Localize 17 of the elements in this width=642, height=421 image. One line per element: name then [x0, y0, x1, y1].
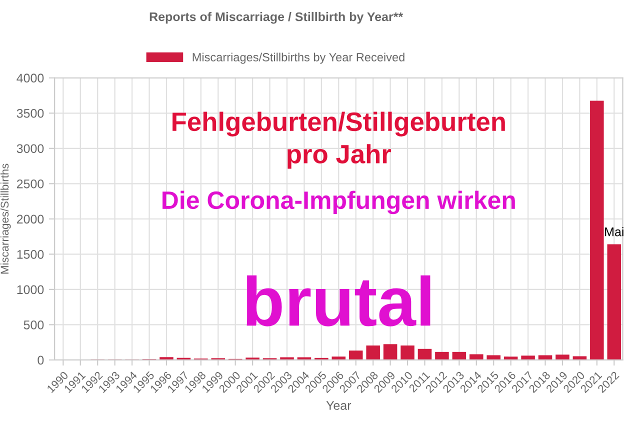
annotation: Die Corona-Impfungen wirken [162, 190, 515, 214]
y-tick-label: 1000 [17, 285, 44, 294]
chart-title: Reports of Miscarriage / Stillbirth by Year** [150, 12, 404, 24]
annotation: Mai [605, 227, 624, 236]
y-tick-label: 2500 [16, 179, 44, 188]
y-tick-label: 2000 [16, 214, 44, 224]
y-tick-label: 4000 [16, 74, 44, 83]
x-axis-title: Year [326, 401, 352, 410]
annotation: brutal [246, 275, 430, 326]
y-tick-label: 0 [38, 356, 44, 365]
y-axis-title: Miscarriages/Stillbirths [0, 164, 11, 274]
y-tick-label: 3500 [16, 108, 44, 118]
y-tick-label: 500 [24, 320, 44, 330]
y-tick-label: 1500 [17, 250, 44, 259]
annotation: Fehlgeburten/Stillgeburten pro Jahr [172, 112, 505, 169]
legend-label: Miscarriages/Stillbirths by Year Received [192, 52, 404, 64]
y-tick-label: 3000 [16, 144, 44, 154]
